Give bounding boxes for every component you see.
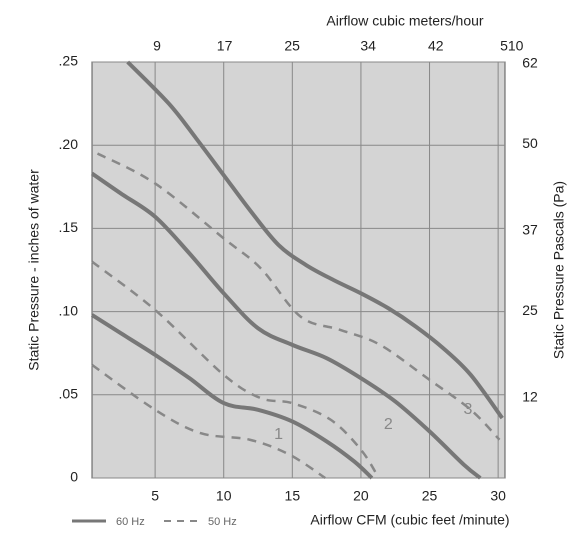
x2-tick-label: 9	[153, 38, 161, 54]
curve-label: 1	[274, 426, 283, 443]
y-axis-title: Static Pressure - inches of water	[26, 169, 42, 371]
y2-tick-label: 50	[522, 135, 538, 151]
x2-tick-label: 42	[428, 38, 444, 54]
fan-curve	[91, 363, 326, 480]
top-axis-title: Airflow cubic meters/hour	[326, 13, 484, 29]
y-tick-label: .20	[59, 136, 79, 152]
x-tick-label: 20	[353, 488, 369, 504]
x2-tick-label: 17	[217, 38, 233, 54]
legend-label: 50 Hz	[208, 516, 237, 528]
y2-tick-label: 37	[522, 222, 538, 238]
y-tick-label: .10	[59, 302, 79, 318]
x-tick-label: 15	[285, 488, 301, 504]
y2-tick-label: 12	[522, 389, 538, 405]
x-tick-label: 5	[151, 488, 159, 504]
fan-curve	[96, 152, 501, 441]
fan-curve	[90, 313, 374, 480]
y-tick-label: .15	[59, 219, 79, 235]
y2-axis-title: Static Pressure Pascals (Pa)	[551, 181, 567, 359]
fan-curve	[126, 60, 504, 420]
plot-area	[91, 61, 506, 479]
x2-tick-label: 34	[360, 38, 376, 54]
curve-label: 2	[384, 416, 393, 433]
x2-tick-label: 510	[500, 38, 524, 54]
x-tick-label: 30	[490, 488, 506, 504]
legend-label: 60 Hz	[116, 516, 145, 528]
fan-curve	[90, 171, 482, 480]
y-tick-label: .05	[59, 386, 79, 402]
y-tick-label: .25	[59, 53, 79, 69]
x-tick-label: 25	[422, 488, 438, 504]
curves	[90, 60, 504, 480]
curve-label: 3	[464, 401, 473, 418]
x2-tick-label: 25	[284, 38, 300, 54]
fan-curve	[91, 260, 380, 479]
y2-tick-label: 62	[522, 55, 538, 71]
x-tick-label: 10	[216, 488, 232, 504]
grid	[92, 61, 505, 479]
y-tick-label: 0	[70, 469, 78, 485]
x-axis-title: Airflow CFM (cubic feet /minute)	[310, 512, 509, 528]
y2-tick-label: 25	[522, 302, 538, 318]
